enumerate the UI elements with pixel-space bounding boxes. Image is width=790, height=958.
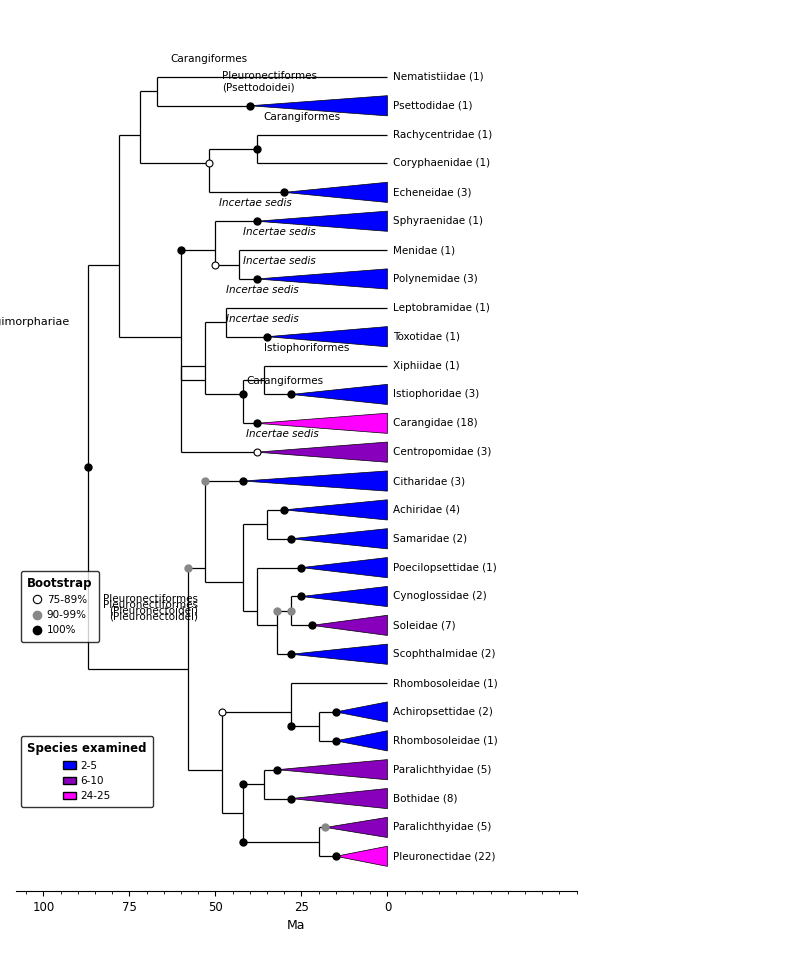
Polygon shape (257, 269, 387, 289)
Text: Scophthalmidae (2): Scophthalmidae (2) (393, 650, 495, 659)
Text: Cynoglossidae (2): Cynoglossidae (2) (393, 591, 487, 602)
Polygon shape (336, 846, 387, 866)
Polygon shape (291, 644, 387, 664)
Polygon shape (302, 558, 387, 578)
Polygon shape (243, 471, 387, 491)
Text: Carangiformes: Carangiformes (264, 112, 340, 122)
Polygon shape (257, 442, 387, 463)
Text: Coryphaenidae (1): Coryphaenidae (1) (393, 158, 490, 169)
Text: Rhombosoleidae (1): Rhombosoleidae (1) (393, 678, 498, 688)
Polygon shape (291, 788, 387, 809)
Text: Achiridae (4): Achiridae (4) (393, 505, 460, 514)
Polygon shape (284, 182, 387, 202)
Text: Pleuronectidae (22): Pleuronectidae (22) (393, 852, 495, 861)
Polygon shape (250, 96, 387, 116)
Text: Carangiformes: Carangiformes (171, 54, 248, 64)
Text: Carangiformes: Carangiformes (246, 376, 323, 386)
Text: Paralichthyidae (5): Paralichthyidae (5) (393, 764, 491, 775)
Text: Istiophoridae (3): Istiophoridae (3) (393, 390, 479, 399)
Polygon shape (336, 731, 387, 751)
Text: Poecilopsettidae (1): Poecilopsettidae (1) (393, 562, 496, 573)
Polygon shape (291, 529, 387, 549)
Text: Rachycentridae (1): Rachycentridae (1) (393, 129, 492, 140)
Polygon shape (312, 615, 387, 635)
Text: Citharidae (3): Citharidae (3) (393, 476, 465, 486)
Polygon shape (257, 211, 387, 231)
Text: Soleidae (7): Soleidae (7) (393, 621, 455, 630)
Text: Leptobramidae (1): Leptobramidae (1) (393, 303, 490, 313)
Text: Pleuronectiformes
(Pleuronectoidei): Pleuronectiformes (Pleuronectoidei) (103, 594, 198, 616)
Text: Incertae sedis: Incertae sedis (243, 256, 316, 266)
Text: Psettodidae (1): Psettodidae (1) (393, 101, 472, 111)
Text: Carangimorphariae: Carangimorphariae (0, 317, 70, 328)
Text: Incertae sedis: Incertae sedis (226, 285, 299, 295)
X-axis label: Ma: Ma (287, 920, 306, 932)
Text: Echeneidae (3): Echeneidae (3) (393, 188, 471, 197)
Polygon shape (257, 413, 387, 433)
Polygon shape (284, 500, 387, 520)
Text: Bothidae (8): Bothidae (8) (393, 793, 457, 804)
Text: Nematistiidae (1): Nematistiidae (1) (393, 72, 483, 81)
Polygon shape (336, 702, 387, 722)
Text: Istiophoriformes: Istiophoriformes (264, 343, 349, 353)
Text: Pleuronectiformes
(Pleuronectoidei): Pleuronectiformes (Pleuronectoidei) (103, 600, 198, 622)
Polygon shape (267, 327, 387, 347)
Text: Rhombosoleidae (1): Rhombosoleidae (1) (393, 736, 498, 746)
Text: Polynemidae (3): Polynemidae (3) (393, 274, 477, 284)
Text: Centropomidae (3): Centropomidae (3) (393, 447, 491, 457)
Text: Pleuronectiformes
(Psettodoidei): Pleuronectiformes (Psettodoidei) (222, 71, 318, 93)
Text: Carangidae (18): Carangidae (18) (393, 419, 477, 428)
Polygon shape (291, 384, 387, 404)
Text: Sphyraenidae (1): Sphyraenidae (1) (393, 217, 483, 226)
Text: Xiphiidae (1): Xiphiidae (1) (393, 360, 459, 371)
Polygon shape (277, 760, 387, 780)
Text: Menidae (1): Menidae (1) (393, 245, 455, 255)
Text: Incertae sedis: Incertae sedis (226, 313, 299, 324)
Text: Achiropsettidae (2): Achiropsettidae (2) (393, 707, 492, 717)
Legend: 2-5, 6-10, 24-25: 2-5, 6-10, 24-25 (21, 736, 153, 808)
Text: Toxotidae (1): Toxotidae (1) (393, 331, 460, 342)
Text: Incertae sedis: Incertae sedis (219, 198, 292, 208)
Text: Incertae sedis: Incertae sedis (243, 227, 316, 238)
Text: Samaridae (2): Samaridae (2) (393, 534, 467, 544)
Text: Incertae sedis: Incertae sedis (246, 429, 319, 439)
Polygon shape (325, 817, 387, 837)
Polygon shape (302, 586, 387, 606)
Text: Paralichthyidae (5): Paralichthyidae (5) (393, 822, 491, 833)
